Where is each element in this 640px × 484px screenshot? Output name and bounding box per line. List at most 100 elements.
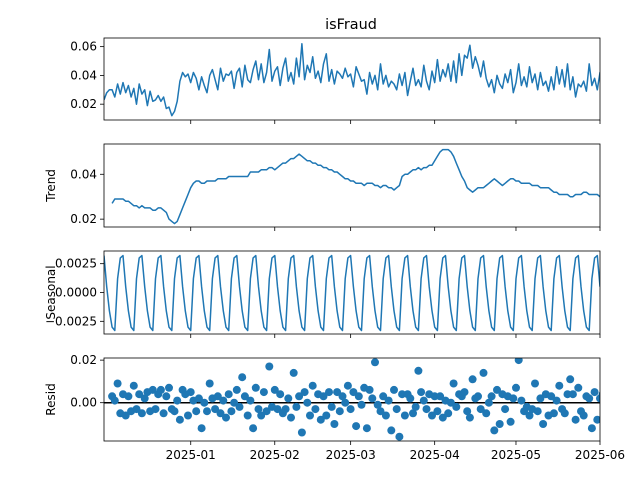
resid-point <box>634 418 640 426</box>
resid-point <box>474 392 482 401</box>
resid-point <box>165 383 173 392</box>
observed-ytick-label: 0.02 <box>70 97 97 111</box>
trend-line <box>111 148 600 225</box>
resid-point <box>604 382 612 390</box>
resid-point <box>311 405 320 414</box>
resid-point <box>381 411 390 420</box>
resid-point <box>308 381 317 390</box>
resid-point <box>121 411 130 420</box>
resid-point <box>585 394 594 403</box>
resid-point <box>479 368 488 377</box>
resid-point <box>566 375 575 384</box>
xtick-label: 2025-05 <box>491 448 541 462</box>
resid-point <box>203 407 211 416</box>
resid-point <box>487 392 496 401</box>
resid-point <box>452 402 461 411</box>
resid-point <box>506 417 515 426</box>
resid-point <box>536 394 545 403</box>
resid-point <box>110 396 119 405</box>
resid-point <box>300 388 309 397</box>
resid-point <box>232 385 241 394</box>
resid-point <box>330 420 339 428</box>
resid-point <box>525 411 534 420</box>
resid-point <box>341 398 350 407</box>
resid-point <box>620 405 628 413</box>
resid-point <box>140 394 149 403</box>
resid-point <box>322 411 331 420</box>
resid-point <box>327 402 336 411</box>
seasonal-ytick-label: −0.0025 <box>45 314 97 328</box>
resid-point <box>596 394 600 403</box>
resid-point <box>254 405 263 414</box>
resid-point <box>444 409 453 418</box>
trend-ytick-label: 0.04 <box>70 167 97 181</box>
resid-point <box>392 405 401 414</box>
resid-point <box>626 407 634 415</box>
observed-ytick-label: 0.04 <box>70 68 97 82</box>
resid-point <box>257 411 266 420</box>
resid-point <box>463 407 472 416</box>
resid-point <box>371 358 379 367</box>
resid-point <box>137 409 146 418</box>
resid-point <box>357 400 366 409</box>
resid-point <box>173 396 182 405</box>
resid-point <box>238 373 247 382</box>
resid-point <box>224 390 233 399</box>
resid-point <box>240 392 249 401</box>
resid-point <box>560 409 569 418</box>
resid-ytick-label: 0.00 <box>70 396 97 410</box>
resid-point <box>419 396 428 405</box>
resid-point <box>607 377 615 385</box>
resid-point <box>428 411 436 420</box>
resid-point <box>409 409 417 418</box>
resid-point <box>495 420 504 428</box>
observed-line <box>104 43 600 117</box>
resid-point <box>587 424 596 433</box>
resid-point <box>197 424 206 433</box>
resid-point <box>618 369 626 377</box>
resid-point <box>629 397 637 405</box>
resid-point <box>552 396 561 405</box>
resid-point <box>249 424 258 433</box>
resid-point <box>411 402 420 411</box>
resid-ytick-label: 0.02 <box>70 353 97 367</box>
resid-point <box>509 394 518 403</box>
resid-point <box>365 385 374 394</box>
xtick-label: 2025-01 <box>166 448 216 462</box>
resid-point <box>354 392 363 401</box>
resid-point <box>333 388 342 397</box>
resid-point <box>316 415 325 424</box>
resid-point <box>213 392 222 401</box>
resid-point <box>325 388 333 397</box>
xtick-label: 2025-04 <box>410 448 460 462</box>
resid-axes-frame <box>103 357 601 442</box>
resid-point <box>482 409 491 418</box>
resid-point <box>135 390 144 399</box>
resid-point <box>533 407 542 416</box>
resid-point <box>227 407 236 416</box>
resid-point <box>306 411 314 420</box>
resid-point <box>476 405 485 414</box>
resid-point <box>547 392 556 401</box>
resid-point <box>406 394 415 403</box>
resid-point <box>319 392 328 401</box>
resid-point <box>124 392 133 401</box>
resid-point <box>186 388 195 397</box>
resid-point <box>251 383 260 392</box>
xtick-label: 2025-02 <box>250 448 300 462</box>
resid-point <box>390 385 398 394</box>
resid-point <box>346 405 355 414</box>
resid-point <box>297 428 306 437</box>
observed-ytick-label: 0.06 <box>70 40 97 54</box>
resid-point <box>295 392 304 401</box>
resid-point <box>170 407 179 416</box>
resid-point <box>501 405 510 414</box>
resid-point <box>422 405 431 414</box>
resid-point <box>343 381 352 390</box>
resid-point <box>593 415 600 424</box>
resid-point <box>276 390 285 399</box>
resid-point <box>175 415 184 424</box>
resid-point <box>273 405 282 414</box>
resid-point <box>610 405 618 413</box>
